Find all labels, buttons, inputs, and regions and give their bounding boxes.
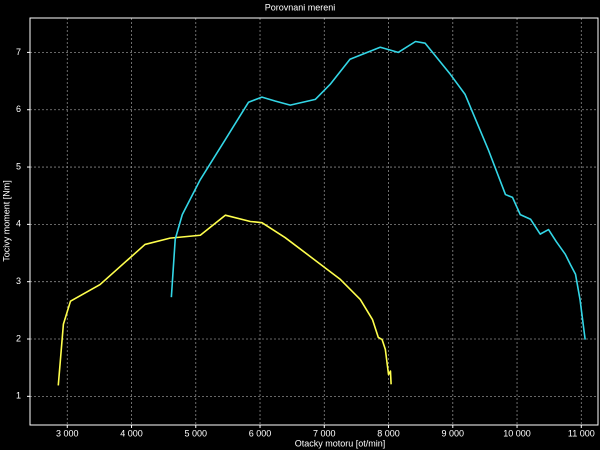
- y-tick-label: 3: [16, 276, 21, 286]
- x-tick-label: 11 000: [568, 428, 595, 438]
- x-tick-label: 9 000: [442, 428, 465, 438]
- y-axis-label: Tocivy moment [Nm]: [1, 180, 11, 262]
- x-tick-label: 6 000: [249, 428, 272, 438]
- y-tick-label: 6: [16, 104, 21, 114]
- y-tick-label: 2: [16, 333, 21, 343]
- y-tick-label: 4: [16, 219, 21, 229]
- chart-title: Porovnani mereni: [265, 2, 336, 12]
- y-tick-label: 7: [16, 47, 21, 57]
- x-axis-label: Otacky motoru [ot/min]: [295, 438, 386, 448]
- x-tick-label: 7 000: [313, 428, 336, 438]
- series-line: [57, 214, 392, 386]
- x-tick-label: 5 000: [185, 428, 208, 438]
- y-tick-label: 5: [16, 161, 21, 171]
- x-tick-label: 10 000: [503, 428, 531, 438]
- x-tick-label: 4 000: [120, 428, 143, 438]
- x-tick-label: 8 000: [377, 428, 400, 438]
- plot-frame: [29, 17, 599, 426]
- y-tick-label: 1: [16, 391, 21, 401]
- series-line: [170, 40, 586, 340]
- x-tick-label: 3 000: [56, 428, 79, 438]
